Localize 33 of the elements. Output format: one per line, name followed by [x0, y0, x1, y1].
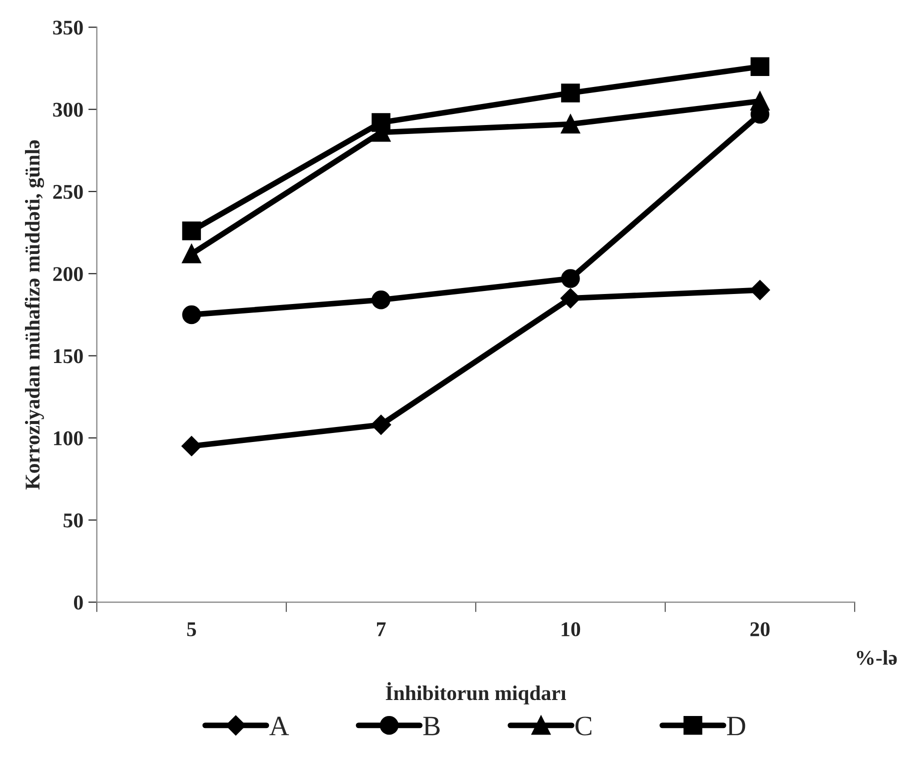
y-tick-label: 350 — [53, 20, 83, 35]
point — [750, 280, 770, 300]
point — [182, 305, 201, 324]
point — [750, 57, 770, 76]
point — [372, 290, 390, 310]
legend-label: B — [423, 716, 440, 736]
y-tick-label: 0 — [74, 596, 83, 610]
point — [182, 222, 201, 240]
point — [372, 113, 390, 132]
point — [561, 84, 580, 102]
point — [182, 436, 202, 456]
x-tick-label: 10 — [562, 622, 580, 636]
y-axis-title: Korroziyadan mühafizə müddəti, günlə — [24, 140, 44, 490]
x-tick-label: 5 — [187, 622, 196, 636]
point — [371, 414, 391, 435]
x-tick-label: 20 — [750, 622, 770, 636]
text: %-lə — [856, 650, 897, 665]
legend-label: A — [269, 716, 289, 736]
y-tick-label: 100 — [54, 431, 83, 446]
point — [560, 288, 580, 308]
point — [561, 269, 580, 288]
y-tick-label: 250 — [53, 184, 83, 199]
point — [750, 92, 770, 111]
legend-label: D — [727, 716, 746, 736]
point — [561, 114, 580, 134]
point — [182, 244, 201, 264]
x-tick-label: 7 — [377, 622, 386, 636]
y-tick-label: 50 — [64, 513, 83, 528]
x-axis-title: İnhibitorun miqdarı — [386, 682, 566, 704]
y-tick-label: 200 — [53, 267, 83, 282]
y-tick-label: 300 — [53, 102, 83, 117]
legend-label: C — [576, 716, 592, 736]
y-tick-label: 150 — [54, 349, 83, 364]
